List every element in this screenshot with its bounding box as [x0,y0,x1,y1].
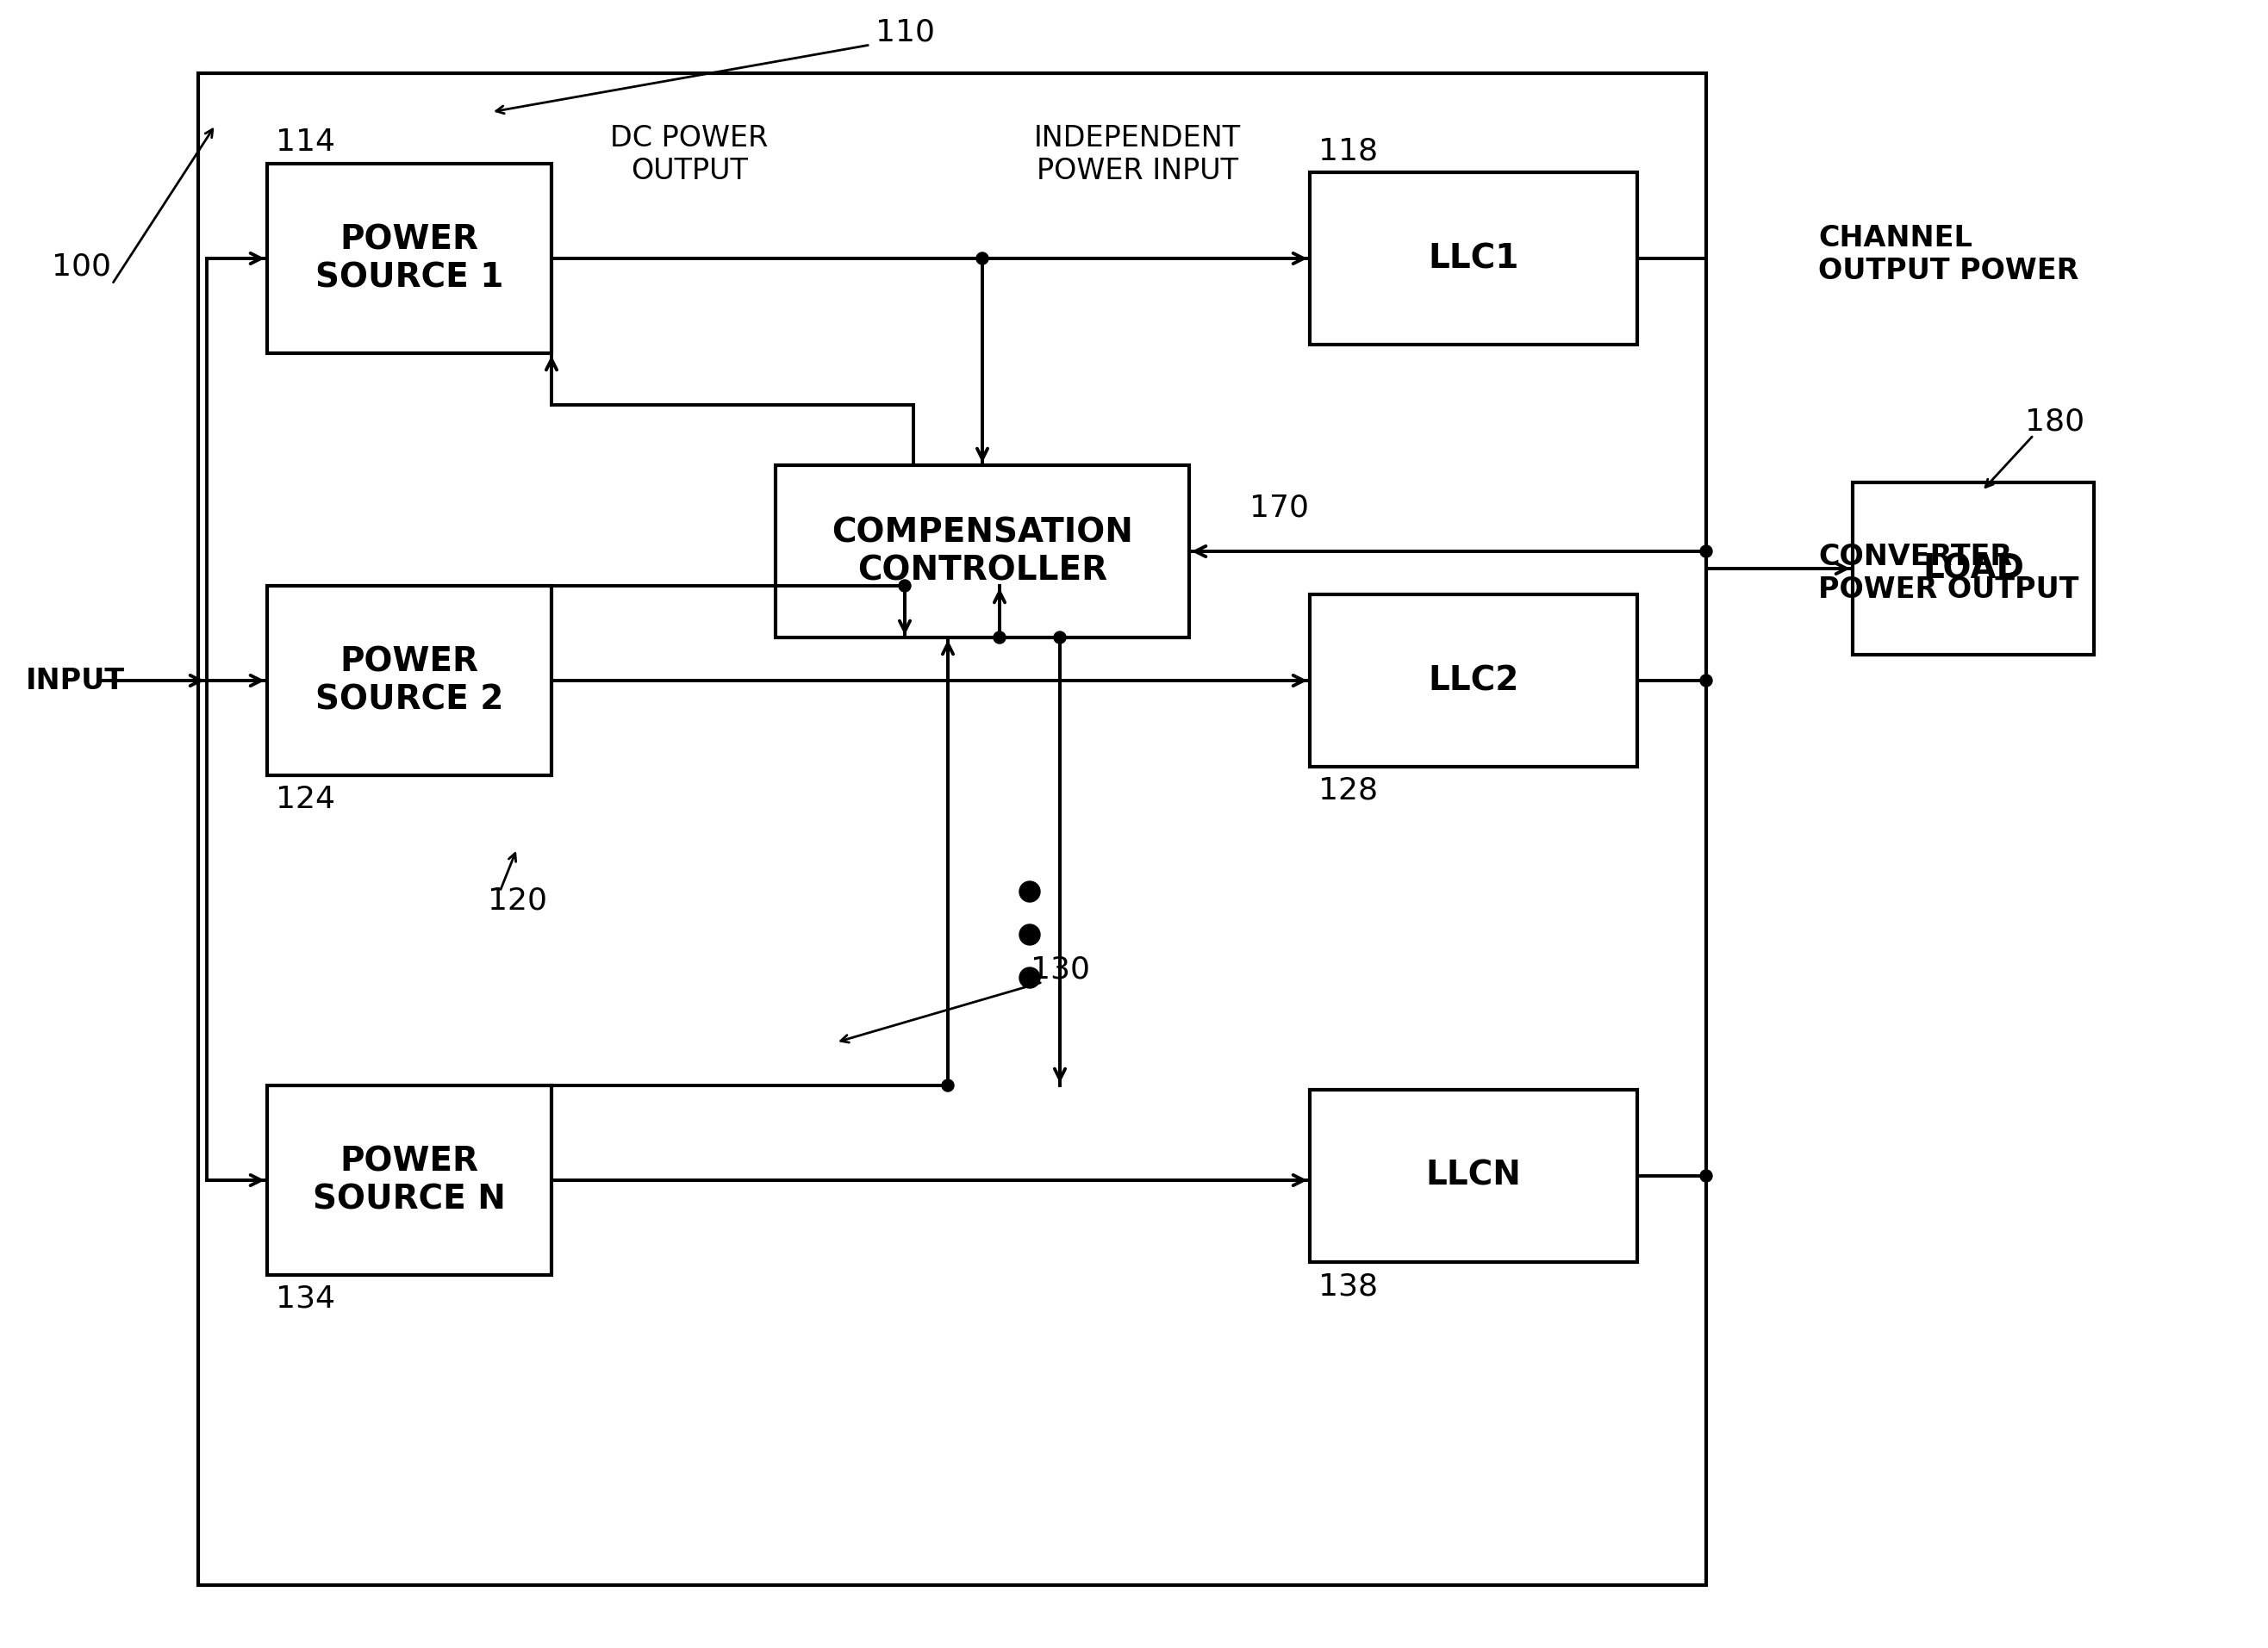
Bar [1311,595,1637,766]
Circle shape [993,631,1005,643]
Bar [1311,1089,1637,1262]
Bar [268,585,551,775]
Bar [268,163,551,353]
Circle shape [1018,925,1041,944]
Text: INPUT: INPUT [25,666,125,695]
Text: CONVERTER
POWER OUTPUT: CONVERTER POWER OUTPUT [1819,542,2080,605]
Text: 100: 100 [52,252,111,282]
Circle shape [1055,631,1066,643]
Circle shape [1018,882,1041,901]
Text: POWER
SOURCE N: POWER SOURCE N [313,1145,506,1216]
Text: 128: 128 [1318,776,1379,806]
Bar [234,534,1672,836]
Text: 180: 180 [2025,407,2084,437]
Bar [776,465,1188,638]
Text: CHANNEL
OUTPUT POWER: CHANNEL OUTPUT POWER [1819,224,2080,285]
Bar [234,1033,1672,1335]
Text: POWER
SOURCE 2: POWER SOURCE 2 [315,646,503,715]
Text: LOAD: LOAD [1923,552,2023,585]
Circle shape [941,1079,955,1091]
Circle shape [1018,967,1041,989]
Circle shape [1701,1170,1712,1182]
Bar [1311,173,1637,344]
Text: 138: 138 [1318,1272,1379,1300]
Text: POWER
SOURCE 1: POWER SOURCE 1 [315,222,503,293]
Text: COMPENSATION
CONTROLLER: COMPENSATION CONTROLLER [832,516,1134,587]
Circle shape [898,580,912,592]
Circle shape [975,252,989,264]
Bar [197,73,1706,1585]
Bar [234,104,1672,414]
Text: DC POWER
OUTPUT: DC POWER OUTPUT [610,124,769,185]
Text: 170: 170 [1250,494,1309,522]
Text: 118: 118 [1318,137,1379,165]
Text: LLCN: LLCN [1427,1160,1522,1192]
Text: 120: 120 [488,885,547,915]
Text: LLC2: LLC2 [1429,664,1520,697]
Text: LLC1: LLC1 [1429,242,1520,275]
Text: 124: 124 [277,784,336,814]
Text: INDEPENDENT
POWER INPUT: INDEPENDENT POWER INPUT [1034,124,1241,185]
Circle shape [1701,674,1712,687]
Bar [268,1086,551,1276]
Text: 130: 130 [1030,954,1089,984]
Circle shape [1701,545,1712,557]
Text: 134: 134 [277,1284,336,1313]
Bar [1853,483,2093,654]
Text: 114: 114 [277,127,336,157]
Text: 110: 110 [875,18,934,48]
